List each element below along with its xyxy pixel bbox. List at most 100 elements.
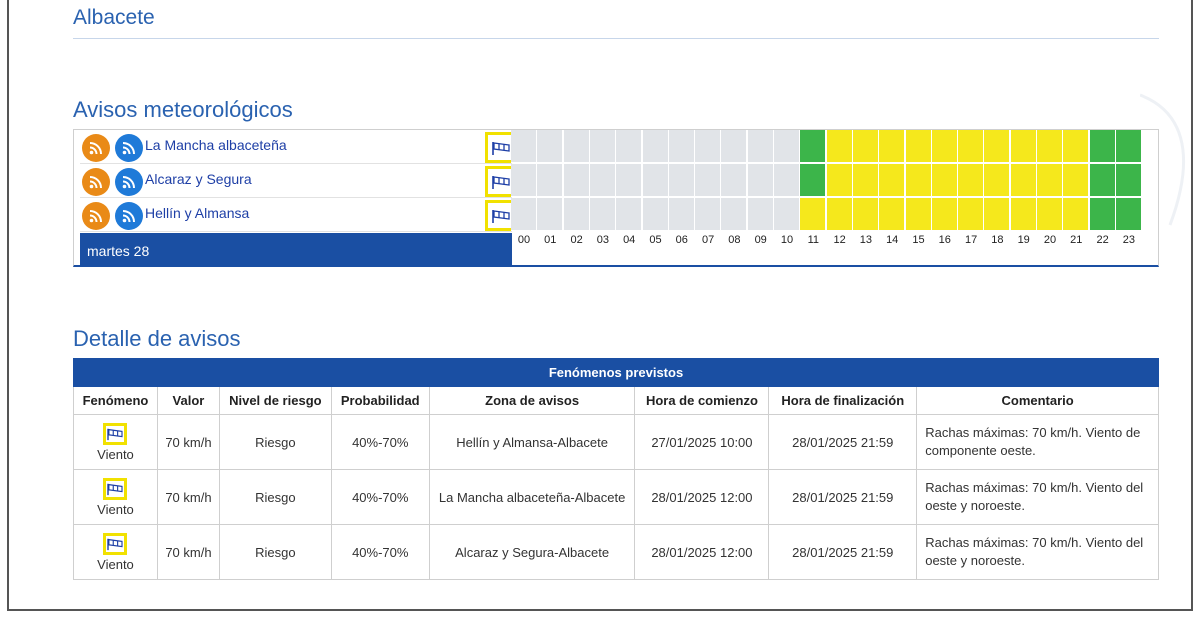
rss-subscribe-icon[interactable]: [115, 168, 143, 196]
warning-hour-cell: [537, 198, 564, 231]
warning-hour-cell: [800, 130, 827, 163]
rss-feed-icon[interactable]: [82, 134, 110, 162]
warning-hour-cell: [563, 198, 590, 231]
warning-hour-cell: [1037, 164, 1063, 197]
warning-hour-cell: [1010, 164, 1037, 197]
avisos-heading: Avisos meteorológicos: [73, 97, 293, 122]
zone-row: La Mancha albaceteña: [80, 130, 516, 164]
warning-hour-cell: [826, 198, 853, 231]
warning-hour-cell: [589, 198, 616, 231]
table-caption: Fenómenos previstos: [73, 358, 1159, 387]
warning-hour-cell: [1063, 130, 1090, 163]
table-row: Viento 70 km/h Riesgo 40%-70% Hellín y Alman…: [73, 414, 1159, 470]
zone-row: Alcaraz y Segura: [80, 164, 516, 198]
hour-label: 03: [596, 234, 610, 246]
warning-hour-cell: [1115, 164, 1142, 197]
warning-hour-cell: [774, 198, 800, 231]
fin-cell: 28/01/2025 21:59: [768, 524, 918, 580]
warning-hour-cell: [747, 198, 774, 231]
phenomenon-label: Viento: [97, 501, 134, 517]
warning-hour-cell: [616, 130, 643, 163]
hour-label: 22: [1096, 234, 1109, 246]
warning-hour-cell: [879, 198, 906, 231]
hour-label: 10: [780, 234, 794, 246]
warnings-timeline: La Mancha albaceteña Alcaraz y Segura Hell…: [73, 129, 1159, 267]
warning-hour-cell: [695, 130, 722, 163]
warning-hour-cell: [984, 198, 1011, 231]
comienzo-cell: 27/01/2025 10:00: [634, 414, 770, 470]
rss-subscribe-icon[interactable]: [115, 202, 143, 230]
hour-label: 00: [517, 234, 531, 246]
warning-hour-cell: [931, 130, 958, 163]
hour-label: 08: [728, 234, 741, 246]
warning-hour-cell: [563, 164, 590, 197]
zone-link[interactable]: La Mancha albaceteña: [145, 137, 287, 153]
hour-label: 19: [1017, 234, 1030, 246]
background-swirl-decoration: [1140, 93, 1185, 226]
phenomenon-cell: Viento: [73, 524, 158, 580]
valor-cell: 70 km/h: [156, 414, 220, 470]
warning-hour-cell: [984, 130, 1011, 163]
warning-hour-cell: [1010, 198, 1037, 231]
warning-hour-cell: [958, 198, 985, 231]
warning-hour-cell: [563, 130, 590, 163]
warning-hour-cell: [958, 130, 985, 163]
rss-feed-icon[interactable]: [82, 202, 110, 230]
column-header: Hora de finalización: [768, 386, 918, 415]
warning-hour-cell: [1089, 198, 1116, 231]
zone-link[interactable]: Alcaraz y Segura: [145, 171, 252, 187]
warning-hour-cell: [958, 164, 985, 197]
hour-label: 04: [623, 234, 636, 246]
wind-icon: [485, 132, 516, 163]
nivel-cell: Riesgo: [218, 524, 332, 580]
warning-hour-cell: [879, 130, 906, 163]
comienzo-cell: 28/01/2025 12:00: [634, 469, 770, 525]
phenomenon-cell: Viento: [73, 414, 158, 470]
column-header: Zona de avisos: [428, 386, 636, 415]
zona-cell: La Mancha albaceteña-Albacete: [428, 469, 636, 525]
day-label: martes 28: [80, 233, 512, 266]
rss-feed-icon[interactable]: [82, 168, 110, 196]
warning-hour-cell: [589, 130, 616, 163]
probabilidad-cell: 40%-70%: [330, 524, 430, 580]
warnings-detail-table: Fenómenos previstos Fenómeno Valor Nivel d…: [73, 358, 1159, 580]
hour-label: 14: [886, 234, 899, 246]
rss-subscribe-icon[interactable]: [115, 134, 143, 162]
warning-hour-cell: [984, 164, 1011, 197]
warning-hour-cell: [800, 198, 827, 231]
warning-hour-cell: [826, 164, 853, 197]
column-header: Comentario: [916, 386, 1159, 415]
hour-label: 23: [1122, 234, 1136, 246]
warning-hour-cell: [879, 164, 906, 197]
zona-cell: Hellín y Almansa-Albacete: [428, 414, 636, 470]
comentario-cell: Rachas máximas: 70 km/h. Viento del oest…: [916, 524, 1159, 580]
valor-cell: 70 km/h: [156, 469, 220, 525]
hour-label: 06: [675, 234, 688, 246]
column-header: Hora de comienzo: [634, 386, 770, 415]
probabilidad-cell: 40%-70%: [330, 414, 430, 470]
detalle-heading: Detalle de avisos: [73, 326, 241, 351]
warning-hour-cell: [1063, 164, 1090, 197]
warning-hour-cell: [852, 198, 879, 231]
warning-hour-cell: [931, 198, 958, 231]
warning-hour-cell: [1010, 130, 1037, 163]
probabilidad-cell: 40%-70%: [330, 469, 430, 525]
hour-label: 12: [833, 234, 846, 246]
warning-hour-cell: [589, 164, 616, 197]
warning-hour-cell: [774, 130, 800, 163]
warning-hour-cell: [826, 130, 853, 163]
warning-hour-cell: [905, 198, 932, 231]
warning-hour-cell: [668, 164, 695, 197]
warning-hour-cell: [1089, 164, 1116, 197]
warning-hour-cell: [511, 164, 537, 197]
warning-hour-cell: [616, 164, 643, 197]
province-title: Albacete: [73, 6, 155, 29]
warning-hour-cell: [905, 164, 932, 197]
warning-hour-cell: [668, 130, 695, 163]
wind-icon: [103, 532, 128, 555]
zone-link[interactable]: Hellín y Almansa: [145, 205, 250, 221]
phenomenon-cell: Viento: [73, 469, 158, 525]
warning-hour-cell: [1089, 130, 1116, 163]
hour-label: 18: [991, 234, 1004, 246]
wind-icon: [485, 166, 516, 197]
